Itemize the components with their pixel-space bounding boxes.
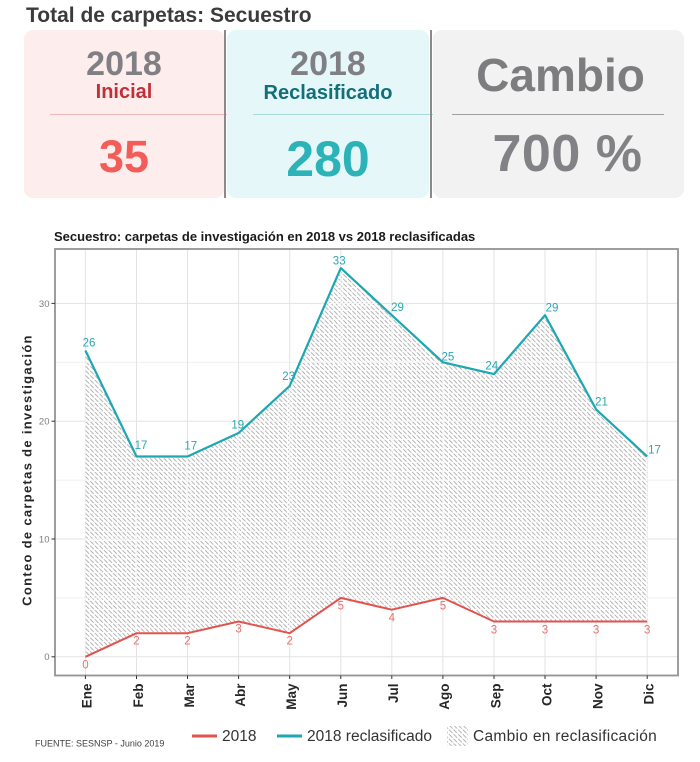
svg-text:Sep: Sep	[488, 684, 503, 709]
svg-text:Jul: Jul	[386, 684, 401, 704]
svg-text:21: 21	[595, 397, 608, 409]
svg-text:Mar: Mar	[182, 683, 197, 708]
svg-text:20: 20	[39, 417, 50, 428]
svg-text:3: 3	[491, 625, 497, 637]
svg-text:Secuestro: carpetas de investi: Secuestro: carpetas de investigación en …	[54, 229, 475, 244]
svg-text:19: 19	[231, 420, 244, 432]
svg-text:2: 2	[184, 636, 190, 648]
svg-text:30: 30	[39, 299, 50, 310]
svg-text:24: 24	[485, 361, 498, 373]
svg-text:10: 10	[39, 534, 50, 545]
svg-text:Ago: Ago	[437, 684, 452, 710]
svg-text:0: 0	[82, 660, 88, 672]
svg-text:25: 25	[442, 352, 455, 364]
svg-text:23: 23	[282, 371, 295, 383]
svg-text:Oct: Oct	[539, 683, 554, 706]
svg-text:2: 2	[133, 636, 139, 648]
svg-text:5: 5	[338, 601, 344, 613]
svg-text:Jun: Jun	[335, 684, 350, 708]
svg-text:0: 0	[44, 652, 49, 663]
svg-text:3: 3	[593, 625, 599, 637]
svg-text:5: 5	[440, 601, 446, 613]
svg-text:33: 33	[333, 256, 346, 268]
svg-text:FUENTE: SESNSP - Junio 2019: FUENTE: SESNSP - Junio 2019	[35, 739, 164, 749]
svg-text:Feb: Feb	[131, 684, 146, 708]
svg-text:29: 29	[391, 302, 404, 314]
svg-text:Conteo de carpetas de investig: Conteo de carpetas de investigación	[20, 334, 35, 606]
svg-text:17: 17	[648, 445, 661, 457]
svg-text:Ene: Ene	[80, 683, 95, 708]
svg-text:17: 17	[184, 441, 197, 453]
svg-text:Abr: Abr	[233, 683, 248, 707]
svg-text:Dic: Dic	[642, 683, 657, 705]
svg-text:2018 reclasificado: 2018 reclasificado	[307, 728, 432, 745]
svg-text:3: 3	[542, 625, 548, 637]
svg-text:Cambio en reclasificación: Cambio en reclasificación	[473, 728, 657, 745]
svg-text:2018: 2018	[222, 728, 256, 745]
svg-text:3: 3	[644, 625, 650, 637]
svg-text:29: 29	[546, 303, 559, 315]
svg-text:Nov: Nov	[590, 683, 605, 709]
svg-text:May: May	[284, 683, 299, 710]
svg-text:17: 17	[135, 440, 148, 452]
svg-text:3: 3	[235, 624, 241, 636]
svg-text:4: 4	[389, 613, 396, 625]
svg-text:26: 26	[83, 338, 96, 350]
svg-text:2: 2	[286, 636, 292, 648]
